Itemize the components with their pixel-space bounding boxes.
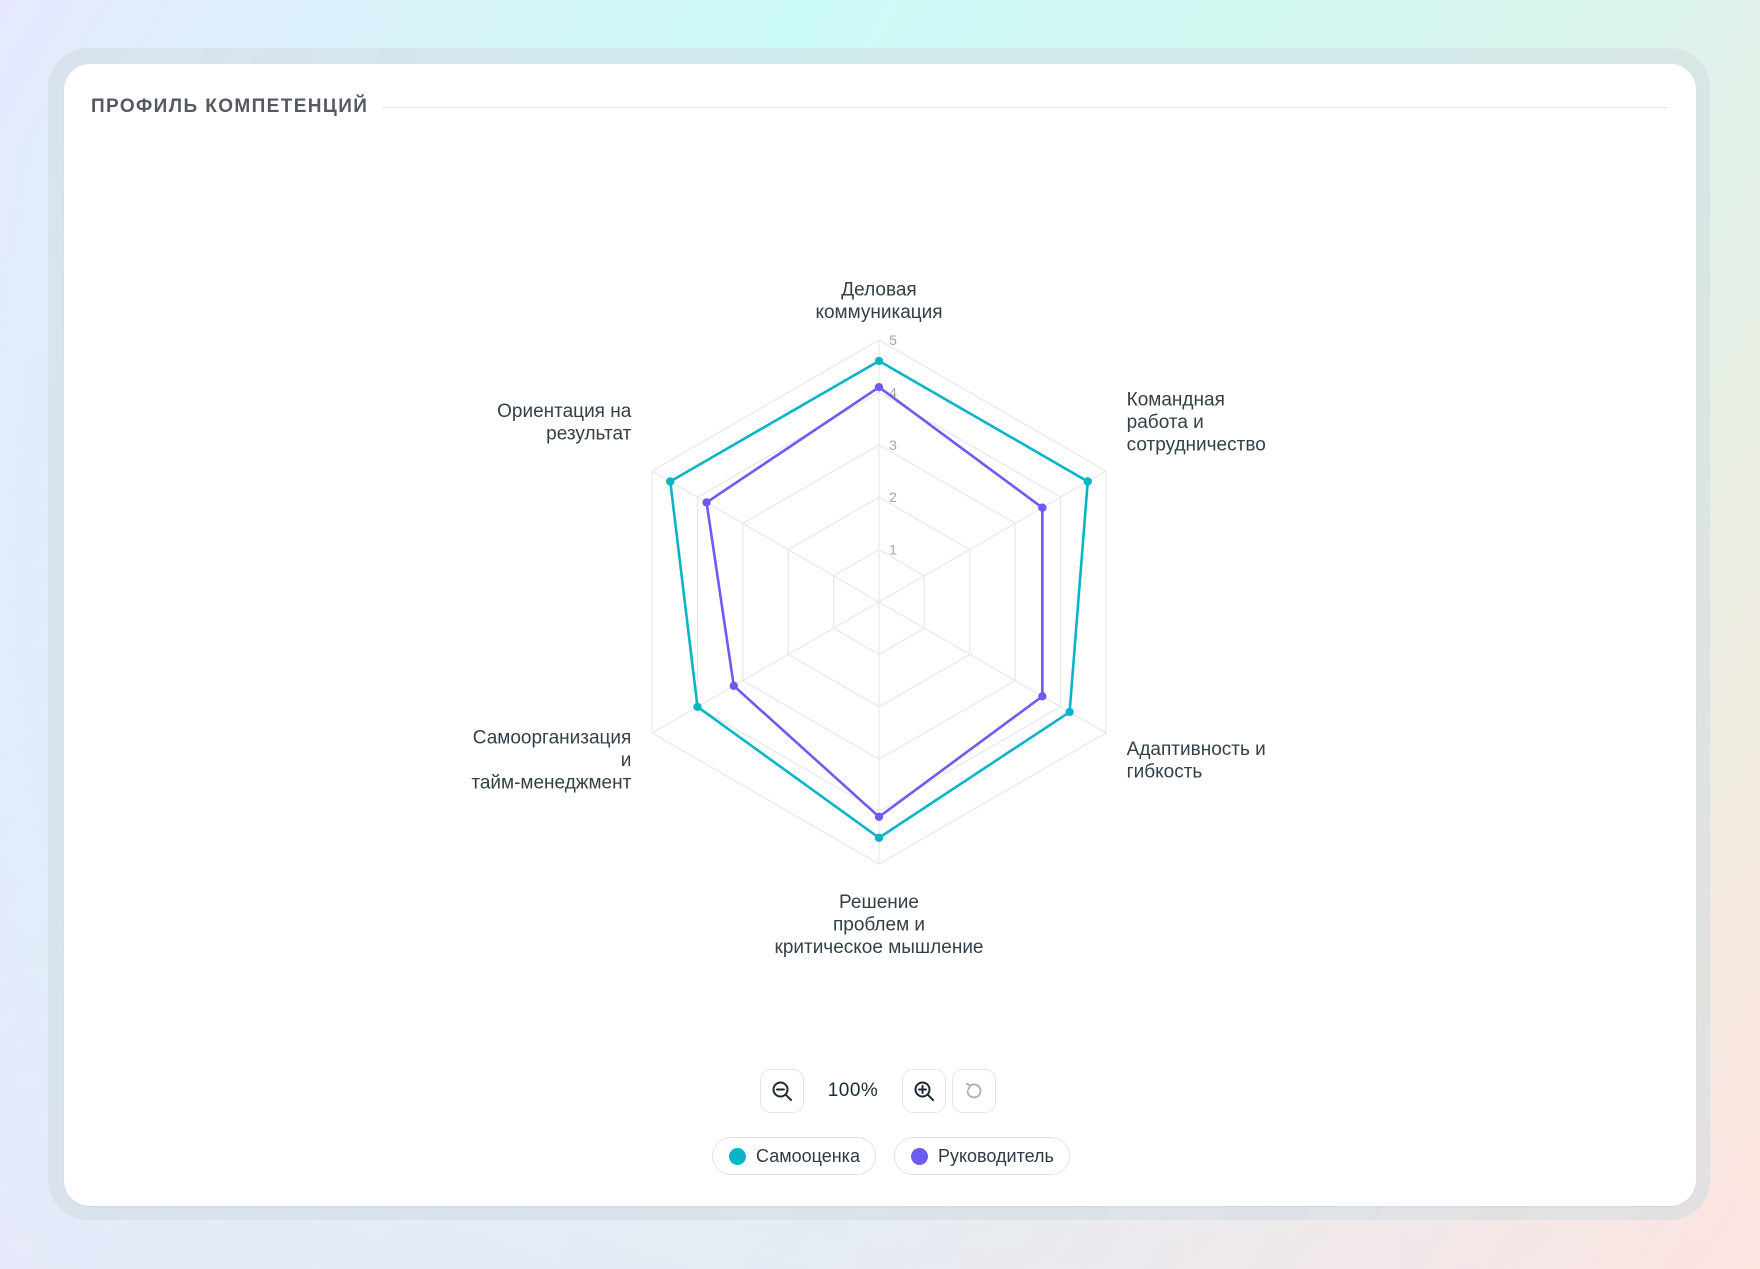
zoom-level: 100% — [827, 1080, 879, 1101]
data-point — [693, 702, 702, 711]
data-point — [874, 812, 884, 822]
data-point — [1065, 707, 1074, 717]
ring-value-label: 5 — [889, 332, 897, 348]
grid-spoke — [878, 470, 1107, 603]
data-point — [729, 681, 738, 691]
axis-label: Адаптивность и гибкость — [1127, 739, 1266, 783]
zoom-in-button[interactable] — [902, 1069, 946, 1113]
data-point — [1038, 692, 1047, 701]
reset-zoom-button[interactable] — [952, 1069, 996, 1113]
legend-marker-manager — [910, 1147, 928, 1165]
legend-marker-self-assessment — [729, 1147, 746, 1165]
data-point — [874, 833, 884, 842]
ring-value-label: 3 — [889, 437, 897, 453]
legend-item-manager[interactable]: Руководитель — [893, 1137, 1070, 1175]
zoom-controls: 100% — [760, 1069, 996, 1113]
reset-icon — [965, 1082, 982, 1099]
header-divider — [382, 106, 1668, 108]
data-point — [666, 477, 675, 486]
panel-title: ПРОФИЛЬ КОМПЕТЕНЦИЙ — [91, 96, 369, 117]
axis-label: Командная работа и сотрудничество — [1127, 390, 1266, 456]
ring-value-label: 4 — [889, 384, 897, 400]
radar-chart: 1 2 3 4 5 Деловая коммуникация Командная работа … — [471, 280, 1266, 959]
zoom-out-icon — [772, 1081, 792, 1101]
legend-label: Руководитель — [937, 1145, 1054, 1166]
data-point — [874, 382, 884, 392]
chart-legend: Самооценка Руководитель — [712, 1137, 1088, 1175]
data-point — [1038, 503, 1047, 512]
competency-profile-panel: ПРОФИЛЬ КОМПЕТЕНЦИЙ 1 2 3 4 5 Деловая коммуник… — [64, 64, 1696, 1206]
zoom-out-button[interactable] — [760, 1069, 804, 1113]
axis-label: Решение проблем и критическое мышление — [775, 892, 984, 958]
legend-label: Самооценка — [756, 1145, 860, 1166]
data-point — [874, 356, 884, 366]
grid-spoke — [651, 601, 880, 734]
legend-item-self-assessment[interactable]: Самооценка — [712, 1137, 876, 1175]
ring-value-label: 2 — [889, 489, 897, 505]
axis-label: Самоорганизация и тайм-менеджмент — [471, 728, 631, 794]
panel-header: ПРОФИЛЬ КОМПЕТЕНЦИЙ — [91, 92, 1668, 122]
data-point — [1083, 477, 1092, 486]
axis-label: Ориентация на результат — [497, 401, 632, 445]
series-line-1 — [705, 385, 1044, 819]
zoom-in-icon — [914, 1081, 934, 1101]
ring-value-label: 1 — [889, 542, 897, 558]
data-point — [702, 498, 711, 507]
grid-spoke — [651, 470, 880, 603]
axis-label: Деловая коммуникация — [815, 280, 942, 324]
